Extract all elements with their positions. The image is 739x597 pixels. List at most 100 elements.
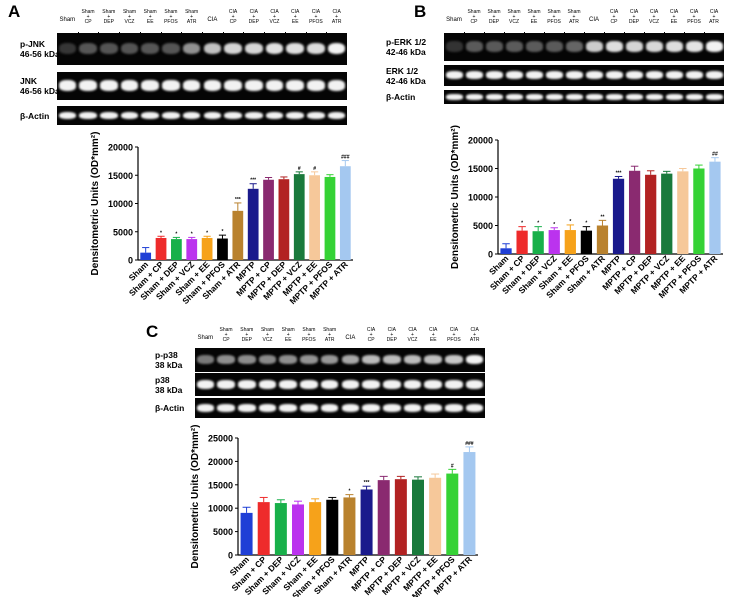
blot-band bbox=[279, 355, 298, 365]
lane-header: CIA + DEP bbox=[386, 327, 397, 343]
blot-band bbox=[217, 404, 235, 412]
blot-band bbox=[217, 355, 235, 365]
blot-label: p38 38 kDa bbox=[155, 374, 183, 395]
blot-band bbox=[445, 71, 463, 80]
bar bbox=[463, 452, 476, 555]
lane-header: Sham + PFOS bbox=[547, 9, 561, 25]
bar bbox=[548, 230, 560, 254]
blot-band bbox=[445, 94, 463, 100]
blot-band bbox=[645, 71, 663, 80]
blot-band bbox=[286, 42, 305, 55]
significance-label: * bbox=[553, 222, 555, 228]
bar bbox=[360, 489, 373, 555]
lane-header: CIA + DEP bbox=[628, 9, 640, 25]
lane-header: Sham bbox=[59, 17, 76, 23]
lane-header: Sham + PFOS bbox=[164, 9, 178, 25]
blot-label: p-p38 38 kDa bbox=[155, 350, 183, 370]
lane-header: Sham + EE bbox=[527, 9, 541, 25]
significance-label: # bbox=[313, 166, 316, 172]
panel-b-letter: B bbox=[414, 2, 427, 21]
blot-band bbox=[485, 71, 503, 80]
bar bbox=[232, 210, 244, 260]
significance-label: * bbox=[537, 221, 539, 227]
blot-label: β-Actin bbox=[20, 110, 50, 121]
panel-b-chart: 0 5000 10000 15000 20000 Densitometric Units … bbox=[450, 125, 723, 300]
blot-band bbox=[182, 42, 201, 55]
lane-header: CIA + EE bbox=[291, 9, 300, 25]
lane-header: Sham + DEP bbox=[102, 9, 116, 25]
blot-band bbox=[244, 80, 263, 91]
blot-band bbox=[300, 380, 318, 389]
blot-band bbox=[341, 380, 360, 389]
significance-label: ## bbox=[712, 152, 718, 158]
blot-band bbox=[382, 380, 401, 389]
y-tick-label: 20000 bbox=[468, 136, 493, 146]
blot-band bbox=[237, 355, 256, 365]
blot-band bbox=[403, 404, 422, 412]
significance-label: * bbox=[348, 489, 350, 495]
blot-band bbox=[307, 80, 325, 91]
bar bbox=[309, 502, 322, 555]
blot-label: JNK 46-56 kDa bbox=[20, 76, 60, 96]
blot-band bbox=[605, 41, 623, 52]
blot-band bbox=[525, 41, 543, 52]
blot-actin bbox=[57, 106, 347, 125]
blot-band bbox=[279, 380, 298, 389]
blot-band bbox=[320, 380, 339, 389]
y-tick-label: 15000 bbox=[468, 164, 493, 174]
blot-band bbox=[244, 111, 263, 119]
blot-band bbox=[182, 80, 201, 91]
bar bbox=[564, 230, 576, 254]
bar bbox=[217, 238, 228, 260]
panel-b-lane-headers: Sham Sham + CP Sham + DEP Sham + VCZ Sham + … bbox=[444, 6, 724, 36]
blot-band bbox=[224, 42, 242, 55]
lane-header: CIA bbox=[588, 17, 599, 23]
blot-band bbox=[237, 404, 256, 412]
bar bbox=[339, 166, 351, 260]
blot-band bbox=[545, 94, 563, 100]
blot-pp38 bbox=[195, 348, 485, 372]
blot-perk bbox=[444, 33, 724, 61]
lane-header: CIA + PFOS bbox=[447, 327, 461, 343]
blot-band bbox=[665, 94, 683, 100]
blot-band bbox=[445, 41, 463, 52]
significance-label: *** bbox=[250, 178, 256, 184]
blot-band bbox=[545, 41, 563, 52]
lane-header: CIA + VCZ bbox=[407, 327, 418, 343]
blot-band bbox=[424, 380, 443, 389]
blot-band bbox=[300, 355, 318, 365]
blot-band bbox=[141, 111, 160, 119]
lane-header: Sham + CP bbox=[219, 327, 233, 343]
bar bbox=[377, 480, 390, 555]
bar bbox=[661, 173, 673, 254]
significance-label: * bbox=[585, 221, 587, 227]
blot-band bbox=[605, 94, 623, 100]
blot-band bbox=[79, 80, 97, 91]
lane-header: CIA + EE bbox=[669, 9, 679, 25]
significance-label: *** bbox=[235, 197, 241, 203]
bar bbox=[596, 225, 609, 254]
blot-band bbox=[182, 111, 201, 119]
blot-band bbox=[203, 80, 222, 91]
bar bbox=[324, 176, 336, 260]
lane-header: CIA + VCZ bbox=[269, 9, 280, 25]
blot-band bbox=[465, 71, 483, 80]
lane-header: Sham + VCZ bbox=[122, 9, 137, 25]
blot-band bbox=[99, 42, 118, 55]
blot-band bbox=[565, 41, 583, 52]
blot-band bbox=[279, 404, 298, 412]
panel-a-lane-headers: Sham Sham + CP Sham + DEP Sham + VCZ Sham + … bbox=[57, 6, 347, 36]
bar bbox=[394, 479, 407, 555]
y-tick-label: 20000 bbox=[108, 143, 133, 153]
y-tick-label: 0 bbox=[488, 250, 493, 260]
lane-header: Sham + ATR bbox=[185, 9, 199, 25]
blot-band bbox=[327, 42, 346, 55]
y-tick-label: 25000 bbox=[208, 434, 233, 444]
blot-band bbox=[485, 94, 503, 100]
blot-band bbox=[258, 380, 277, 389]
blot-band bbox=[465, 404, 484, 412]
lane-header: CIA + PFOS bbox=[309, 9, 323, 25]
bar bbox=[293, 174, 305, 260]
blot-band bbox=[341, 355, 360, 365]
y-tick-label: 10000 bbox=[108, 199, 133, 209]
